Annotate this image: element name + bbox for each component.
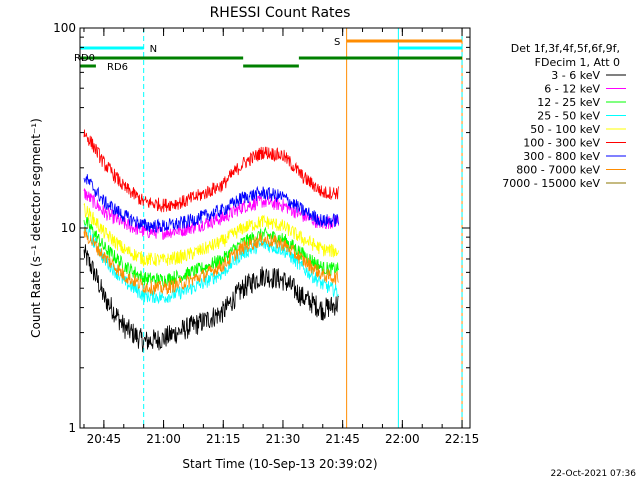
legend-label: 50 - 100 keV xyxy=(530,123,600,136)
legend-label: 3 - 6 keV xyxy=(551,69,600,82)
state-bar-label: N xyxy=(150,44,157,55)
series-line xyxy=(83,226,339,296)
x-tick-label: 22:00 xyxy=(385,432,420,446)
legend: Det 1f,3f,4f,5f,6f,9f,FDecim 1, Att 03 -… xyxy=(502,42,626,190)
y-tick-label: 100 xyxy=(53,21,76,35)
x-axis: 20:45 21:00 21:15 21:30 21:45 22:00 22:15 xyxy=(83,28,480,446)
series-line xyxy=(83,129,339,213)
series-line xyxy=(83,244,339,353)
series-line xyxy=(83,174,339,234)
y-axis: 1 10 100 xyxy=(53,21,470,435)
legend-label: 100 - 300 keV xyxy=(523,137,600,150)
legend-header: FDecim 1, Att 0 xyxy=(535,56,620,69)
y-tick-label: 1 xyxy=(68,421,76,435)
state-bar-label: S xyxy=(334,37,340,48)
y-axis-label: Count Rate (s⁻¹ detector segment⁻¹) xyxy=(29,118,43,338)
y-tick-label: 10 xyxy=(61,221,76,235)
legend-label: 300 - 800 keV xyxy=(523,150,600,163)
series-line xyxy=(83,203,339,268)
state-bar-label: RD6 xyxy=(107,62,128,73)
legend-header: Det 1f,3f,4f,5f,6f,9f, xyxy=(511,42,620,55)
x-tick-label: 21:30 xyxy=(266,432,301,446)
legend-label: 800 - 7000 keV xyxy=(516,164,600,177)
legend-label: 25 - 50 keV xyxy=(537,110,600,123)
x-tick-label: 22:15 xyxy=(445,432,480,446)
footer-timestamp: 22-Oct-2021 07:36 xyxy=(551,469,637,479)
state-bar-label: RD0 xyxy=(74,53,95,64)
chart-title: RHESSI Count Rates xyxy=(210,5,351,21)
x-tick-label: 21:45 xyxy=(325,432,360,446)
series-line xyxy=(83,216,339,287)
x-tick-label: 20:45 xyxy=(87,432,122,446)
x-axis-label: Start Time (10-Sep-13 20:39:02) xyxy=(182,457,377,471)
legend-label: 12 - 25 keV xyxy=(537,96,600,109)
legend-label: 6 - 12 keV xyxy=(544,83,600,96)
legend-label: 7000 - 15000 keV xyxy=(502,177,600,190)
plot-area: N S RD0 RD6 xyxy=(74,28,463,428)
x-tick-label: 21:00 xyxy=(146,432,181,446)
x-tick-label: 21:15 xyxy=(206,432,241,446)
